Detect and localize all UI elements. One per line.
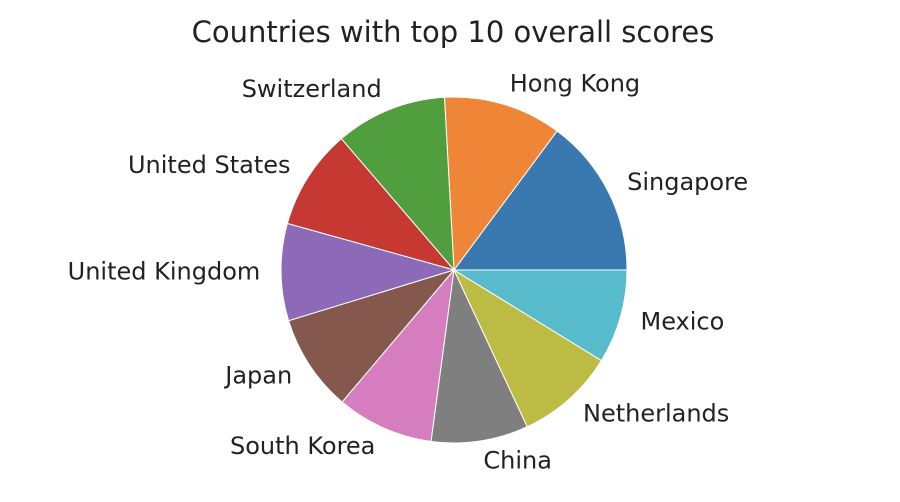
slice-label-south-korea: South Korea xyxy=(230,432,375,460)
slice-label-singapore: Singapore xyxy=(627,168,748,196)
slice-label-switzerland: Switzerland xyxy=(242,75,382,103)
pie-slice-united-states xyxy=(286,138,456,271)
pie-slice-switzerland xyxy=(340,96,455,272)
slice-label-mexico: Mexico xyxy=(641,308,725,336)
pie-slice-japan xyxy=(287,269,456,403)
pie-slice-mexico xyxy=(452,269,628,362)
pie-slice-netherlands xyxy=(452,268,603,428)
pie-slices xyxy=(280,96,628,444)
pie-slice-singapore xyxy=(453,130,628,271)
pie-slice-south-korea xyxy=(341,268,455,443)
slice-label-united-kingdom: United Kingdom xyxy=(68,258,261,286)
pie-slice-hong-kong xyxy=(443,96,558,272)
slice-label-united-states: United States xyxy=(128,151,291,179)
slice-labels: Singapore Hong Kong Switzerland United Stat… xyxy=(68,69,749,474)
pie-slice-united-kingdom xyxy=(280,222,456,322)
slice-label-hong-kong: Hong Kong xyxy=(510,69,640,97)
slice-label-japan: Japan xyxy=(223,362,292,390)
slice-label-china: China xyxy=(483,447,552,475)
pie-slice-china xyxy=(430,268,528,444)
slice-label-netherlands: Netherlands xyxy=(583,400,729,428)
chart-title: Countries with top 10 overall scores xyxy=(192,15,715,49)
